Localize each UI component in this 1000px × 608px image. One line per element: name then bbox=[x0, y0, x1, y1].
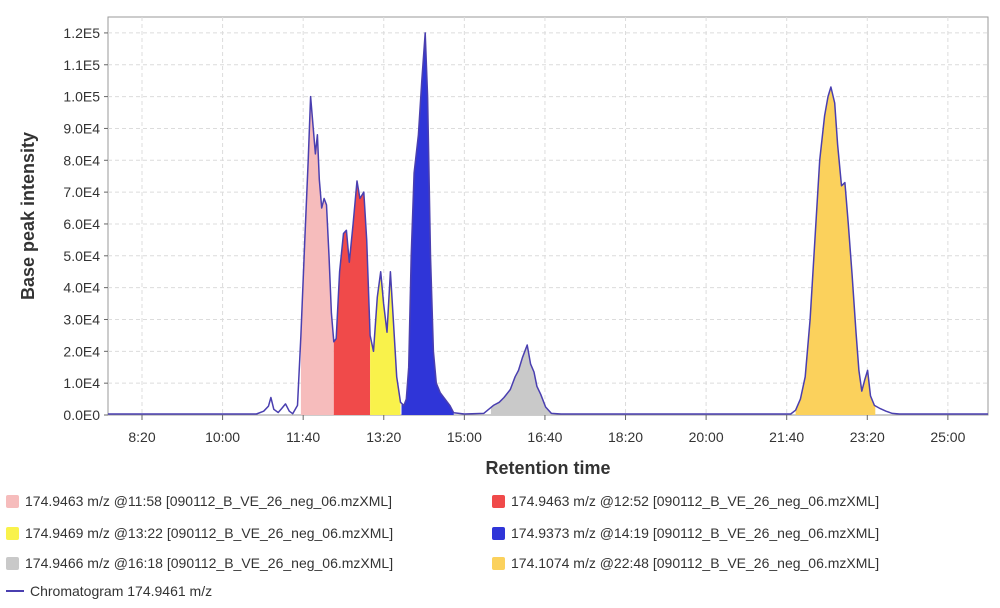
legend-row: 174.9469 m/z @13:22 [090112_B_VE_26_neg_… bbox=[0, 522, 1000, 544]
legend-item-peak-2[interactable]: 174.9463 m/z @12:52 [090112_B_VE_26_neg_… bbox=[492, 490, 879, 512]
x-tick-label: 20:00 bbox=[689, 429, 724, 445]
x-tick-label: 11:40 bbox=[286, 429, 320, 445]
y-tick-label: 1.0E4 bbox=[63, 375, 100, 391]
y-tick-label: 0.0E0 bbox=[63, 407, 100, 423]
peak-area-4[interactable] bbox=[401, 32, 454, 416]
legend: 174.9463 m/z @11:58 [090112_B_VE_26_neg_… bbox=[0, 488, 1000, 603]
legend-row: Chromatogram 174.9461 m/z bbox=[0, 580, 1000, 602]
y-tick-label: 7.0E4 bbox=[63, 184, 100, 200]
legend-swatch-chromatogram bbox=[6, 590, 24, 592]
legend-label-peak-1: 174.9463 m/z @11:58 [090112_B_VE_26_neg_… bbox=[25, 493, 393, 509]
legend-item-peak-6[interactable]: 174.1074 m/z @22:48 [090112_B_VE_26_neg_… bbox=[492, 552, 879, 574]
y-tick-label: 2.0E4 bbox=[63, 343, 100, 359]
peak-area-3[interactable] bbox=[370, 271, 401, 415]
x-tick-label: 18:20 bbox=[608, 429, 643, 445]
x-tick-label: 21:40 bbox=[769, 429, 804, 445]
peak-area-5[interactable] bbox=[490, 345, 552, 415]
y-tick-label: 8.0E4 bbox=[63, 152, 100, 168]
peak-area-2[interactable] bbox=[333, 181, 371, 415]
legend-label-chromatogram: Chromatogram 174.9461 m/z bbox=[30, 583, 213, 599]
legend-item-peak-1[interactable]: 174.9463 m/z @11:58 [090112_B_VE_26_neg_… bbox=[6, 490, 392, 512]
legend-item-chromatogram[interactable]: Chromatogram 174.9461 m/z bbox=[6, 580, 212, 602]
x-tick-label: 8:20 bbox=[128, 429, 155, 445]
legend-swatch-peak-6 bbox=[492, 556, 505, 570]
y-tick-label: 1.1E5 bbox=[63, 57, 100, 73]
peak-area-1[interactable] bbox=[300, 96, 334, 415]
y-tick-label: 6.0E4 bbox=[63, 216, 100, 232]
y-tick-label: 3.0E4 bbox=[63, 311, 100, 327]
legend-swatch-peak-2 bbox=[492, 494, 505, 508]
x-tick-label: 10:00 bbox=[205, 429, 240, 445]
legend-item-peak-5[interactable]: 174.9466 m/z @16:18 [090112_B_VE_26_neg_… bbox=[6, 552, 393, 574]
grid bbox=[108, 17, 988, 415]
x-tick-label: 23:20 bbox=[850, 429, 885, 445]
x-tick-label: 15:00 bbox=[447, 429, 482, 445]
chromatogram-series-line[interactable] bbox=[108, 32, 988, 415]
legend-label-peak-4: 174.9373 m/z @14:19 [090112_B_VE_26_neg_… bbox=[511, 525, 880, 541]
legend-swatch-peak-3 bbox=[6, 526, 19, 540]
legend-label-peak-3: 174.9469 m/z @13:22 [090112_B_VE_26_neg_… bbox=[25, 525, 394, 541]
chart: 0.0E0 1.0E4 2.0E4 3.0E4 4.0E4 5.0E4 6.0E4 7.0E4… bbox=[18, 16, 989, 478]
y-tick-label: 9.0E4 bbox=[63, 120, 100, 136]
x-tick-label: 25:00 bbox=[930, 429, 965, 445]
legend-row: 174.9463 m/z @11:58 [090112_B_VE_26_neg_… bbox=[0, 490, 1000, 512]
legend-label-peak-5: 174.9466 m/z @16:18 [090112_B_VE_26_neg_… bbox=[25, 555, 394, 571]
legend-swatch-peak-4 bbox=[492, 526, 505, 540]
y-tick-label: 5.0E4 bbox=[63, 248, 100, 264]
legend-item-peak-3[interactable]: 174.9469 m/z @13:22 [090112_B_VE_26_neg_… bbox=[6, 522, 393, 544]
x-tick-label: 16:40 bbox=[527, 429, 562, 445]
legend-label-peak-6: 174.1074 m/z @22:48 [090112_B_VE_26_neg_… bbox=[511, 555, 880, 571]
y-tick-label: 4.0E4 bbox=[63, 280, 100, 296]
x-axis-title: Retention time bbox=[485, 458, 610, 478]
legend-label-peak-2: 174.9463 m/z @12:52 [090112_B_VE_26_neg_… bbox=[511, 493, 880, 509]
legend-swatch-peak-5 bbox=[6, 556, 19, 570]
y-axis-title: Base peak intensity bbox=[18, 132, 38, 300]
y-tick-label: 1.2E5 bbox=[63, 25, 100, 41]
legend-swatch-peak-1 bbox=[6, 494, 19, 508]
legend-item-peak-4[interactable]: 174.9373 m/z @14:19 [090112_B_VE_26_neg_… bbox=[492, 522, 879, 544]
x-axis: 8:20 10:00 11:40 13:20 15:00 16:40 18:20 20:00 2… bbox=[128, 415, 966, 445]
legend-row: 174.9466 m/z @16:18 [090112_B_VE_26_neg_… bbox=[0, 552, 1000, 574]
y-axis: 0.0E0 1.0E4 2.0E4 3.0E4 4.0E4 5.0E4 6.0E4 7.0E4… bbox=[63, 25, 108, 423]
y-tick-label: 1.0E5 bbox=[63, 89, 100, 105]
x-tick-label: 13:20 bbox=[366, 429, 401, 445]
chromatogram-line bbox=[108, 32, 988, 415]
